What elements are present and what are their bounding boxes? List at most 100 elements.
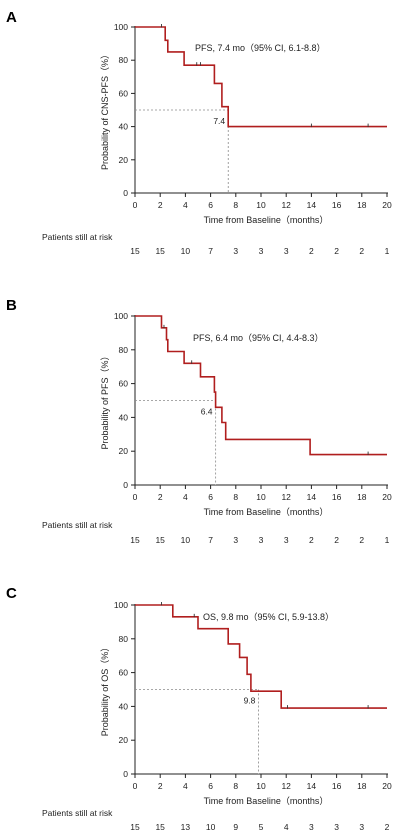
survival-curve (135, 315, 387, 456)
y-tick-label: 100 (114, 22, 128, 32)
y-tick-label: 40 (119, 412, 129, 422)
x-axis-label: Time from Baseline（months） (204, 796, 329, 806)
risk-count: 2 (334, 246, 339, 256)
x-tick-label: 18 (357, 492, 367, 502)
y-tick-label: 80 (119, 634, 129, 644)
x-tick-label: 12 (281, 200, 291, 210)
risk-count: 3 (233, 535, 238, 545)
y-tick-label: 80 (119, 55, 129, 65)
x-tick-label: 10 (256, 492, 266, 502)
median-label: 7.4 (213, 116, 225, 126)
y-tick-label: 40 (119, 701, 129, 711)
x-tick-label: 12 (281, 492, 291, 502)
risk-count: 3 (284, 535, 289, 545)
x-tick-label: 6 (208, 781, 213, 791)
risk-count: 2 (359, 535, 364, 545)
chart-panel-c: C 0 20 40 60 80 100 0 2 4 6 8 10 12 14 16 18 20 Time from … (6, 585, 392, 832)
x-tick-label: 4 (183, 200, 188, 210)
x-tick-label: 0 (133, 781, 138, 791)
x-tick-label: 16 (332, 781, 342, 791)
risk-count: 7 (208, 246, 213, 256)
risk-count: 3 (259, 535, 264, 545)
x-tick-label: 2 (158, 200, 163, 210)
y-tick-label: 80 (119, 345, 129, 355)
survival-curve (135, 604, 387, 709)
risk-count: 1 (385, 246, 390, 256)
panel-letter: C (6, 585, 17, 602)
x-tick-label: 4 (183, 492, 188, 502)
risk-count: 10 (181, 535, 191, 545)
y-tick-label: 60 (119, 379, 129, 389)
panel-letter: B (6, 297, 17, 314)
risk-count: 10 (181, 246, 191, 256)
y-tick-label: 40 (119, 122, 129, 132)
median-annotation: PFS, 6.4 mo（95% CI, 4.4-8.3） (193, 333, 324, 343)
y-tick-label: 100 (114, 311, 128, 321)
x-tick-label: 8 (233, 781, 238, 791)
y-tick-label: 100 (114, 600, 128, 610)
x-tick-label: 8 (233, 200, 238, 210)
panel-letter: A (6, 9, 17, 26)
risk-count: 2 (359, 246, 364, 256)
risk-count: 15 (130, 535, 140, 545)
risk-count: 3 (284, 246, 289, 256)
risk-count: 15 (155, 822, 165, 832)
y-axis-label: Probability of PFS（%） (100, 351, 110, 449)
risk-count: 15 (130, 246, 140, 256)
risk-count: 3 (359, 822, 364, 832)
x-tick-label: 0 (133, 200, 138, 210)
risk-count: 9 (233, 822, 238, 832)
x-tick-label: 20 (382, 200, 392, 210)
risk-table-title: Patients still at risk (42, 808, 113, 818)
risk-count: 15 (130, 822, 140, 832)
y-tick-label: 0 (123, 769, 128, 779)
survival-curve (135, 26, 387, 128)
x-axis-label: Time from Baseline（months） (204, 215, 329, 225)
risk-count: 15 (155, 246, 165, 256)
x-tick-label: 6 (208, 200, 213, 210)
x-tick-label: 12 (281, 781, 291, 791)
x-tick-label: 0 (133, 492, 138, 502)
y-tick-label: 60 (119, 668, 129, 678)
median-annotation: OS, 9.8 mo（95% CI, 5.9-13.8） (203, 612, 334, 622)
y-axis-label: Probability of CNS-PFS（%） (100, 50, 110, 170)
x-tick-label: 18 (357, 200, 367, 210)
x-tick-label: 4 (183, 781, 188, 791)
risk-table-title: Patients still at risk (42, 232, 113, 242)
risk-count: 3 (259, 246, 264, 256)
x-tick-label: 2 (158, 492, 163, 502)
x-tick-label: 20 (382, 492, 392, 502)
risk-count: 3 (233, 246, 238, 256)
x-tick-label: 10 (256, 200, 266, 210)
risk-count: 2 (385, 822, 390, 832)
risk-table-title: Patients still at risk (42, 520, 113, 530)
x-tick-label: 14 (307, 492, 317, 502)
x-tick-label: 18 (357, 781, 367, 791)
risk-count: 7 (208, 535, 213, 545)
x-tick-label: 8 (233, 492, 238, 502)
risk-count: 13 (181, 822, 191, 832)
risk-count: 2 (309, 246, 314, 256)
x-tick-label: 20 (382, 781, 392, 791)
x-tick-label: 14 (307, 200, 317, 210)
x-tick-label: 16 (332, 200, 342, 210)
median-label: 6.4 (201, 407, 213, 417)
x-tick-label: 16 (332, 492, 342, 502)
y-tick-label: 20 (119, 446, 129, 456)
y-tick-label: 0 (123, 188, 128, 198)
y-tick-label: 20 (119, 155, 129, 165)
y-tick-label: 60 (119, 88, 129, 98)
x-tick-label: 6 (208, 492, 213, 502)
risk-count: 5 (259, 822, 264, 832)
x-axis-label: Time from Baseline（months） (204, 507, 329, 517)
risk-count: 2 (309, 535, 314, 545)
risk-count: 3 (309, 822, 314, 832)
risk-count: 15 (155, 535, 165, 545)
risk-count: 10 (206, 822, 216, 832)
y-axis-label: Probability of OS（%） (100, 643, 110, 737)
risk-count: 1 (385, 535, 390, 545)
